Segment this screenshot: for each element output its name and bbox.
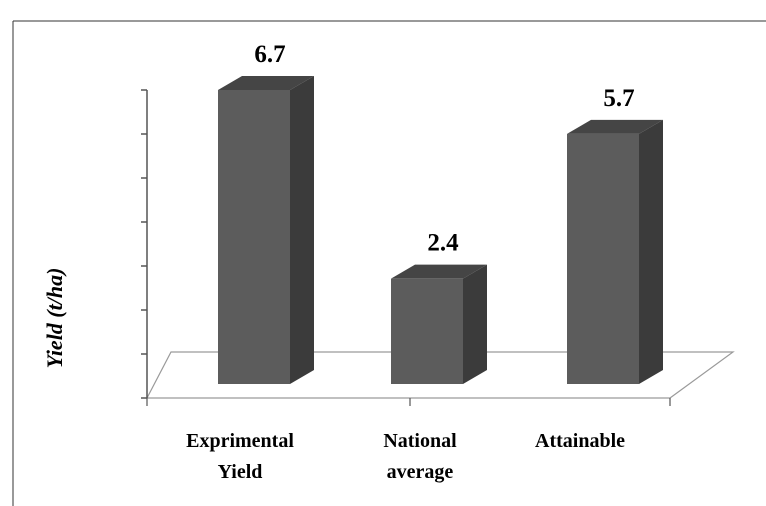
data-label: 5.7 <box>603 85 634 112</box>
bar-top-face <box>391 264 487 279</box>
bar <box>218 76 314 384</box>
bar <box>391 264 487 384</box>
data-label: 6.7 <box>254 41 285 68</box>
bar-side-face <box>463 264 487 384</box>
bars-group: 6.7 2.4 5.7 <box>218 41 663 384</box>
bar-top-face <box>218 76 314 90</box>
bar-side-face <box>639 119 663 384</box>
bar-front-face <box>391 278 463 384</box>
bar-front-face <box>567 133 639 384</box>
bar-side-face <box>290 76 314 384</box>
bar-top-face <box>567 119 663 134</box>
bar-front-face <box>218 90 290 384</box>
y-axis-title: Yield (t/ha) <box>42 268 67 369</box>
x-tick-label: Exprimental Yield <box>186 430 294 483</box>
bar <box>567 119 663 384</box>
x-tick-labels: Exprimental Yield National average Attainabl… <box>186 430 625 483</box>
x-tick-label: National average <box>383 430 457 483</box>
x-tick-label: Attainable <box>535 430 625 452</box>
data-label: 2.4 <box>427 230 459 257</box>
floor-plane <box>146 351 735 399</box>
chart-floor <box>146 351 735 399</box>
y-axis <box>141 89 671 406</box>
